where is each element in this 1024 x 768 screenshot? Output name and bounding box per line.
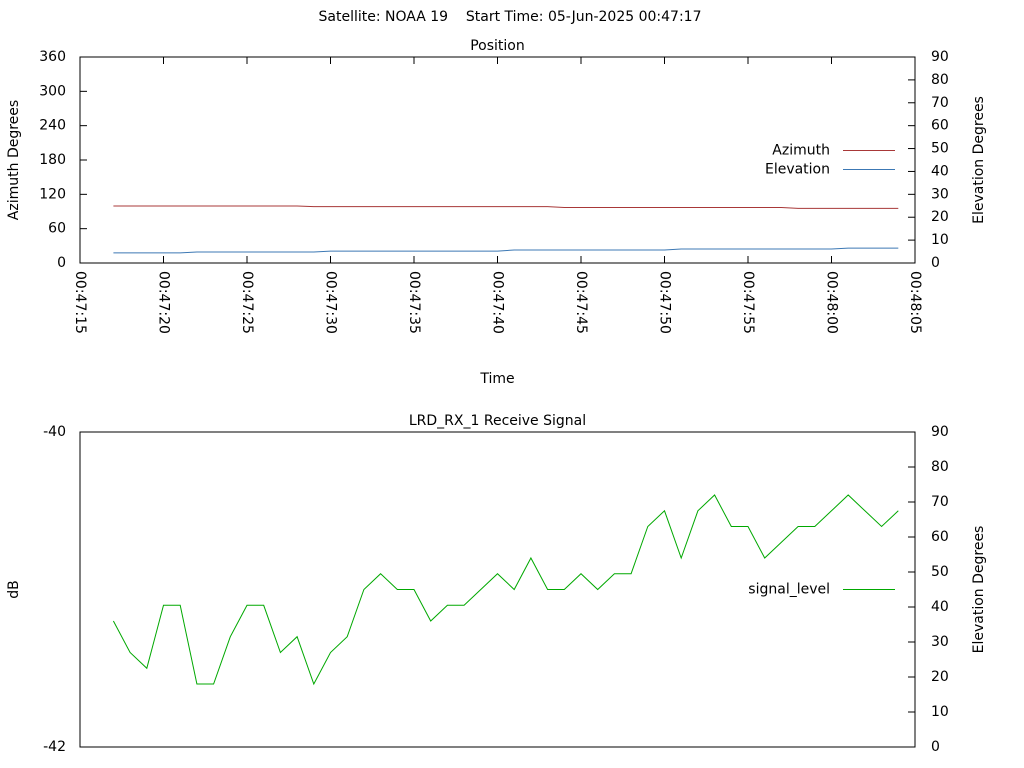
y-axis-label: Azimuth Degrees <box>6 100 22 220</box>
y2-tick-label: 50 <box>931 141 949 157</box>
y2-tick-label: 50 <box>931 564 949 580</box>
legend-label: Elevation <box>765 162 830 178</box>
y2-tick-label: 90 <box>931 49 949 65</box>
y2-tick-label: 30 <box>931 186 949 202</box>
y-tick-label: -42 <box>43 739 66 755</box>
legend-label: Azimuth <box>772 143 830 159</box>
y2-tick-label: 70 <box>931 95 949 111</box>
x-tick-label: 00:47:15 <box>72 271 88 334</box>
y2-tick-label: 0 <box>931 255 940 271</box>
x-tick-label: 00:48:00 <box>824 271 840 334</box>
x-tick-label: 00:47:50 <box>657 271 673 334</box>
y-axis-label: dB <box>6 580 22 599</box>
y2-tick-label: 90 <box>931 424 949 440</box>
x-tick-label: 00:47:40 <box>490 271 506 334</box>
y-tick-label: 0 <box>57 255 66 271</box>
x-tick-label: 00:47:25 <box>239 271 255 334</box>
x-tick-label: 00:47:55 <box>740 271 756 334</box>
y2-axis-label: Elevation Degrees <box>971 96 987 224</box>
chart-title: LRD_RX_1 Receive Signal <box>409 413 586 429</box>
y2-tick-label: 40 <box>931 599 949 615</box>
y2-tick-label: 0 <box>931 739 940 755</box>
series-line <box>112 494 899 686</box>
y-tick-label: -40 <box>43 424 66 440</box>
y2-tick-label: 80 <box>931 72 949 88</box>
legend-label: signal_level <box>748 582 830 598</box>
x-tick-label: 00:47:45 <box>573 271 589 334</box>
y2-tick-label: 30 <box>931 634 949 650</box>
y-tick-label: 240 <box>39 118 66 134</box>
y2-tick-label: 80 <box>931 459 949 475</box>
y-tick-label: 60 <box>48 221 66 237</box>
y-tick-label: 120 <box>39 186 66 202</box>
page-title: Satellite: NOAA 19 Start Time: 05-Jun-20… <box>319 9 702 25</box>
y2-tick-label: 10 <box>931 232 949 248</box>
series-line <box>113 205 899 209</box>
y-tick-label: 180 <box>39 152 66 168</box>
plot-frame <box>79 56 916 264</box>
y2-tick-label: 20 <box>931 209 949 225</box>
plot-frame <box>79 431 916 748</box>
x-tick-label: 00:48:05 <box>907 271 923 334</box>
y2-tick-label: 70 <box>931 494 949 510</box>
y2-axis-label: Elevation Degrees <box>971 526 987 654</box>
y2-tick-label: 40 <box>931 163 949 179</box>
y2-tick-label: 60 <box>931 529 949 545</box>
chart-title: Position <box>470 38 525 54</box>
series-line <box>113 247 899 254</box>
y2-tick-label: 60 <box>931 118 949 134</box>
y-tick-label: 300 <box>39 83 66 99</box>
x-tick-label: 00:47:35 <box>406 271 422 334</box>
x-tick-label: 00:47:30 <box>323 271 339 334</box>
x-tick-label: 00:47:20 <box>156 271 172 334</box>
y2-tick-label: 10 <box>931 704 949 720</box>
y2-tick-label: 20 <box>931 669 949 685</box>
y-tick-label: 360 <box>39 49 66 65</box>
x-axis-label: Time <box>479 371 514 387</box>
